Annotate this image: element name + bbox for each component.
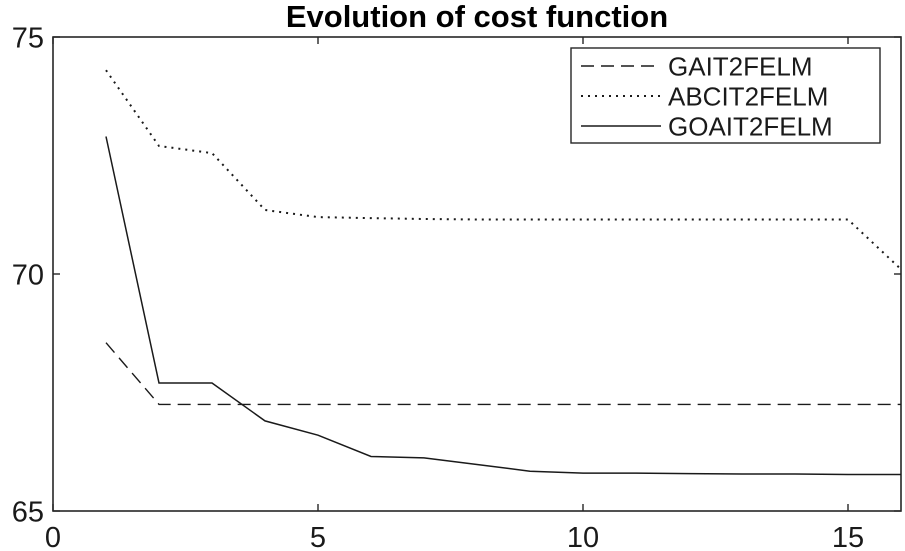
y-tick-label: 70	[12, 260, 44, 292]
y-tick-label: 75	[12, 23, 44, 55]
series-line-gait2felm	[105, 342, 901, 406]
legend-label: ABCIT2FELM	[668, 81, 828, 111]
y-tick-label: 65	[12, 497, 44, 529]
x-tick-label: 0	[45, 522, 61, 551]
x-tick-label: 5	[310, 522, 326, 551]
series-line-goait2felm	[105, 136, 901, 476]
series-line-abcit2felm	[105, 69, 902, 271]
x-tick-label: 10	[567, 522, 599, 551]
chart-title: Evolution of cost function	[286, 0, 668, 34]
legend-label: GOAIT2FELM	[668, 111, 833, 141]
legend-box	[570, 47, 881, 144]
x-tick-label: 15	[832, 522, 864, 551]
legend-label: GAIT2FELM	[668, 51, 812, 81]
